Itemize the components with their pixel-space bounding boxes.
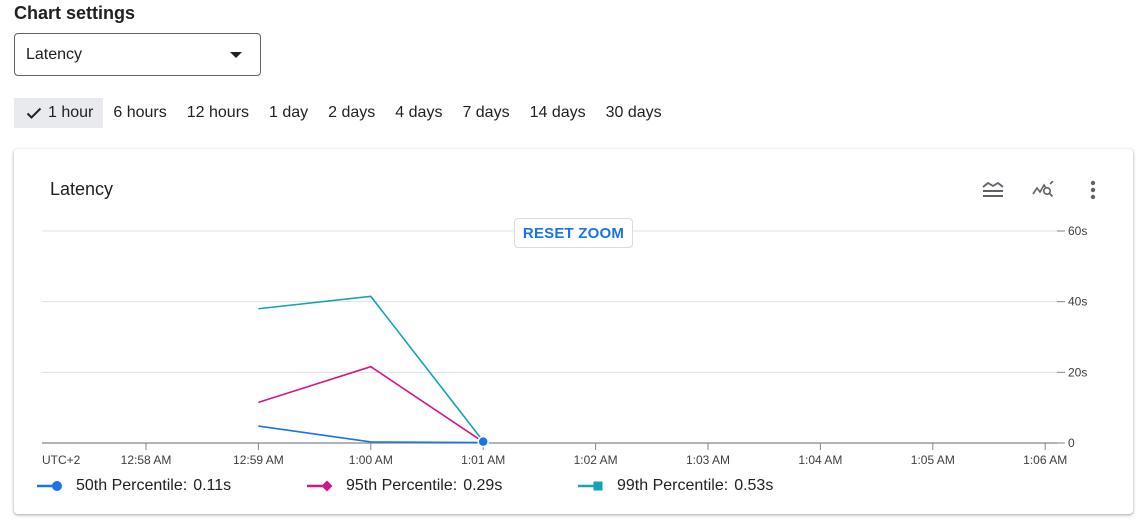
legend-circle-icon [37, 481, 62, 491]
time-range-30-days[interactable]: 30 days [596, 98, 672, 128]
time-range-selector: 1 hour 6 hours 12 hours 1 day 2 days 4 days 7 … [14, 98, 672, 128]
dropdown-arrow-icon [230, 52, 242, 58]
time-range-label: 12 hours [186, 104, 250, 121]
timezone-label: UTC+2 [42, 453, 81, 467]
x-tick-label: 1:02 AM [574, 453, 618, 467]
x-tick-label: 12:59 AM [233, 453, 284, 467]
x-tick-label: 1:04 AM [798, 453, 842, 467]
x-tick-label: 1:06 AM [1023, 453, 1067, 467]
metric-select-value: Latency [26, 45, 83, 63]
more-vert-icon[interactable] [1080, 177, 1106, 203]
legend-square-icon [578, 481, 603, 491]
legend-series-name: 95th Percentile [346, 477, 453, 494]
series-line-2 [258, 365, 484, 443]
legend-item[interactable]: 95th Percentile:0.29s [306, 477, 502, 495]
time-range-label: 4 days [395, 104, 443, 121]
x-tick-label: 1:00 AM [349, 453, 393, 467]
zoom-chart-icon[interactable] [1030, 177, 1056, 203]
time-range-label: 1 hour [48, 104, 94, 121]
time-range-12-hours[interactable]: 12 hours [177, 98, 259, 128]
time-range-7-days[interactable]: 7 days [452, 98, 519, 128]
x-tick-label: 1:05 AM [911, 453, 955, 467]
time-range-14-days[interactable]: 14 days [520, 98, 596, 128]
chart-settings-heading: Chart settings [14, 3, 136, 23]
chart-card: Latency 0 20s 40s 60s UTC+2 12:58 AM 12:59 AM 1… [14, 149, 1133, 514]
series-line-3 [258, 295, 484, 442]
legend-series-name: 50th Percentile [76, 477, 183, 494]
time-range-6-hours[interactable]: 6 hours [103, 98, 176, 128]
time-range-2-days[interactable]: 2 days [318, 98, 385, 128]
chart-title: Latency [50, 179, 114, 199]
y-tick-label: 40s [1068, 295, 1087, 309]
legend-toggle-icon[interactable] [980, 177, 1006, 203]
time-range-label: 30 days [605, 104, 662, 121]
legend-series-value: 0.11s [193, 477, 232, 494]
time-range-1-hour[interactable]: 1 hour [14, 98, 104, 128]
y-tick-label: 20s [1068, 365, 1087, 379]
x-tick-label: 12:58 AM [121, 453, 172, 467]
legend-series-value: 0.29s [463, 477, 503, 494]
y-tick-label: 60s [1068, 224, 1087, 238]
time-range-4-days[interactable]: 4 days [385, 98, 452, 128]
series-line-1 [258, 425, 484, 444]
hover-point [477, 435, 489, 448]
time-range-label: 1 day [269, 104, 309, 121]
latency-chart[interactable]: 0 20s 40s 60s UTC+2 12:58 AM 12:59 AM 1:00 AM 1:… [14, 149, 1133, 479]
check-icon [26, 107, 42, 119]
x-tick-label: 1:03 AM [686, 453, 730, 467]
time-range-label: 2 days [328, 104, 376, 121]
x-tick-label: 1:01 AM [461, 453, 505, 467]
legend-item[interactable]: 50th Percentile:0.11s [36, 477, 231, 495]
time-range-label: 6 hours [113, 104, 167, 121]
time-range-label: 7 days [462, 104, 510, 121]
time-range-1-day[interactable]: 1 day [259, 98, 318, 128]
legend-diamond-icon [307, 480, 333, 492]
legend-item[interactable]: 99th Percentile:0.53s [577, 477, 773, 495]
reset-zoom-button[interactable]: RESET ZOOM [514, 218, 633, 248]
legend-series-name: 99th Percentile [617, 477, 724, 494]
metric-select[interactable]: Latency [14, 33, 261, 76]
time-range-label: 14 days [529, 104, 586, 121]
y-tick-label: 0 [1068, 436, 1075, 450]
chart-legend: 50th Percentile:0.11s 95th Percentile:0.2… [36, 477, 1133, 499]
legend-series-value: 0.53s [734, 477, 774, 494]
